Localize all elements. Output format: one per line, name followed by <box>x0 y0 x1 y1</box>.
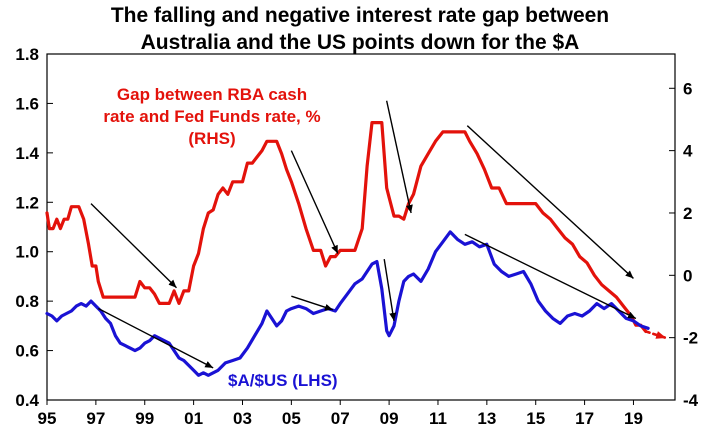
left-axis: 0.4 0.6 0.8 1.0 1.2 1.4 1.6 1.8 <box>15 45 53 410</box>
trend-arrow <box>464 233 637 320</box>
x-tick-label: 03 <box>233 409 252 428</box>
x-tick-label: 19 <box>624 409 643 428</box>
right-tick-label: 0 <box>683 266 692 285</box>
x-tick-label: 07 <box>331 409 350 428</box>
x-tick-label: 01 <box>184 409 203 428</box>
x-tick-label: 97 <box>86 409 105 428</box>
x-axis: 95 97 99 01 03 05 07 09 11 13 15 17 19 <box>38 400 643 428</box>
aud-usd-annotation: $A/$US (LHS) <box>228 371 338 390</box>
left-tick-label: 0.6 <box>15 342 39 361</box>
x-tick-label: 15 <box>526 409 545 428</box>
x-tick-label: 13 <box>477 409 496 428</box>
left-tick-label: 0.4 <box>15 391 39 410</box>
chart-title-line-1: The falling and negative interest rate g… <box>111 4 609 27</box>
trend-arrow <box>385 100 413 214</box>
series-layer <box>45 120 667 377</box>
left-tick-label: 1.8 <box>15 45 39 64</box>
left-tick-label: 0.8 <box>15 292 39 311</box>
trend-arrow <box>97 307 214 369</box>
left-tick-label: 1.6 <box>15 94 39 113</box>
rate-gap-annotation-line-3: (RHS) <box>188 129 235 148</box>
x-tick-label: 11 <box>429 409 447 428</box>
right-tick-label: 2 <box>683 204 692 223</box>
rate-gap-annotation-line-1: Gap between RBA cash <box>117 85 307 104</box>
x-tick-label: 05 <box>282 409 301 428</box>
trend-arrows <box>90 100 637 369</box>
trend-arrow <box>290 150 339 254</box>
x-tick-label: 09 <box>380 409 399 428</box>
trend-arrow <box>466 125 634 279</box>
x-tick-label: 99 <box>135 409 154 428</box>
right-tick-label: 4 <box>683 142 693 161</box>
trend-arrow <box>90 203 178 289</box>
rate-gap-line <box>45 120 648 333</box>
right-tick-label: -2 <box>683 329 698 348</box>
trend-arrow <box>291 295 334 311</box>
chart-title-line-2: Australia and the US points down for the… <box>141 31 580 54</box>
right-tick-label: 6 <box>683 79 692 98</box>
trend-arrow <box>383 259 397 322</box>
aud-usd-line <box>45 230 650 377</box>
left-tick-label: 1.4 <box>15 144 39 163</box>
left-tick-label: 1.2 <box>15 193 39 212</box>
rate-gap-annotation-line-2: rate and Fed Funds rate, % <box>103 107 320 126</box>
right-axis: -4 -2 0 2 4 6 <box>669 79 699 410</box>
right-tick-label: -4 <box>683 391 699 410</box>
plot-frame <box>46 53 676 401</box>
rate-gap-projection-line <box>644 330 667 340</box>
left-tick-label: 1.0 <box>15 243 39 262</box>
x-tick-label: 17 <box>575 409 594 428</box>
x-tick-label: 95 <box>38 409 57 428</box>
